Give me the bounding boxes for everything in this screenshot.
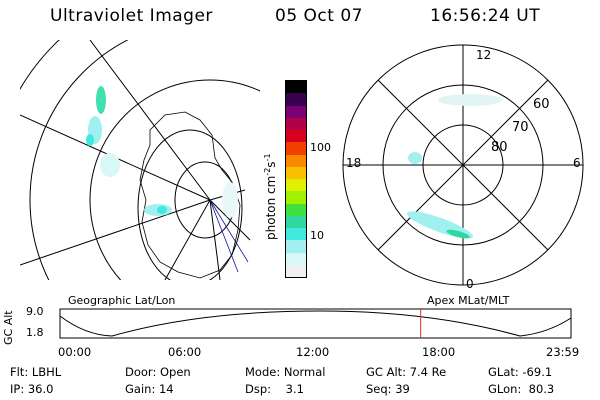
x-tick-2359: 23:59	[546, 345, 580, 359]
colorbar-segment	[286, 154, 306, 167]
door-info: Door: Open	[125, 365, 191, 379]
glon-info: GLon: 80.3	[488, 382, 555, 396]
x-tick-0600: 06:00	[168, 345, 202, 359]
altitude-ymax: 9.0	[26, 305, 44, 318]
colorbar-segment	[286, 166, 306, 179]
mlat-label-80: 80	[491, 140, 508, 155]
colorbar-segment	[286, 117, 306, 130]
colorbar-segment	[286, 105, 306, 118]
x-tick-1800: 18:00	[422, 345, 456, 359]
mlt-label-12: 12	[476, 48, 492, 62]
colorbar	[285, 80, 307, 278]
colorbar-tick-10: 10	[310, 229, 324, 242]
date-label: 05 Oct 07	[275, 6, 363, 26]
gc-alt-info: GC Alt: 7.4 Re	[366, 365, 447, 379]
mlt-label-0: 0	[466, 277, 474, 291]
colorbar-tick-100: 100	[310, 141, 331, 154]
colorbar-segment	[286, 203, 306, 216]
glat-info: GLat: -69.1	[488, 365, 553, 379]
mlat-label-60: 60	[533, 97, 550, 112]
x-tick-0000: 00:00	[58, 345, 92, 359]
apex-caption: Apex MLat/MLT	[427, 294, 510, 307]
seq-info: Seq: 39	[366, 382, 410, 396]
altitude-ymin: 1.8	[26, 326, 44, 339]
colorbar-segment	[286, 228, 306, 241]
geographic-caption: Geographic Lat/Lon	[68, 294, 176, 307]
colorbar-segment	[286, 179, 306, 192]
gain-info: Gain: 14	[125, 382, 174, 396]
colorbar-segment	[286, 264, 306, 277]
mlt-label-18: 18	[346, 156, 362, 170]
instrument-title: Ultraviolet Imager	[50, 6, 213, 26]
colorbar-segment	[286, 215, 306, 228]
colorbar-segment	[286, 81, 306, 94]
colorbar-segment	[286, 240, 306, 253]
x-tick-1200: 12:00	[296, 345, 330, 359]
mlt-label-6: 6	[573, 156, 581, 170]
colorbar-segment	[286, 191, 306, 204]
ip-info: IP: 36.0	[10, 382, 54, 396]
mode-info: Mode: Normal	[245, 365, 326, 379]
colorbar-segment	[286, 142, 306, 155]
colorbar-segment	[286, 130, 306, 143]
mlat-label-70: 70	[512, 120, 529, 135]
time-label: 16:56:24 UT	[430, 6, 541, 26]
filter-info: Flt: LBHL	[10, 365, 62, 379]
dsp-info: Dsp: 3.1	[245, 382, 304, 396]
colorbar-segment	[286, 93, 306, 106]
colorbar-segment	[286, 252, 306, 265]
